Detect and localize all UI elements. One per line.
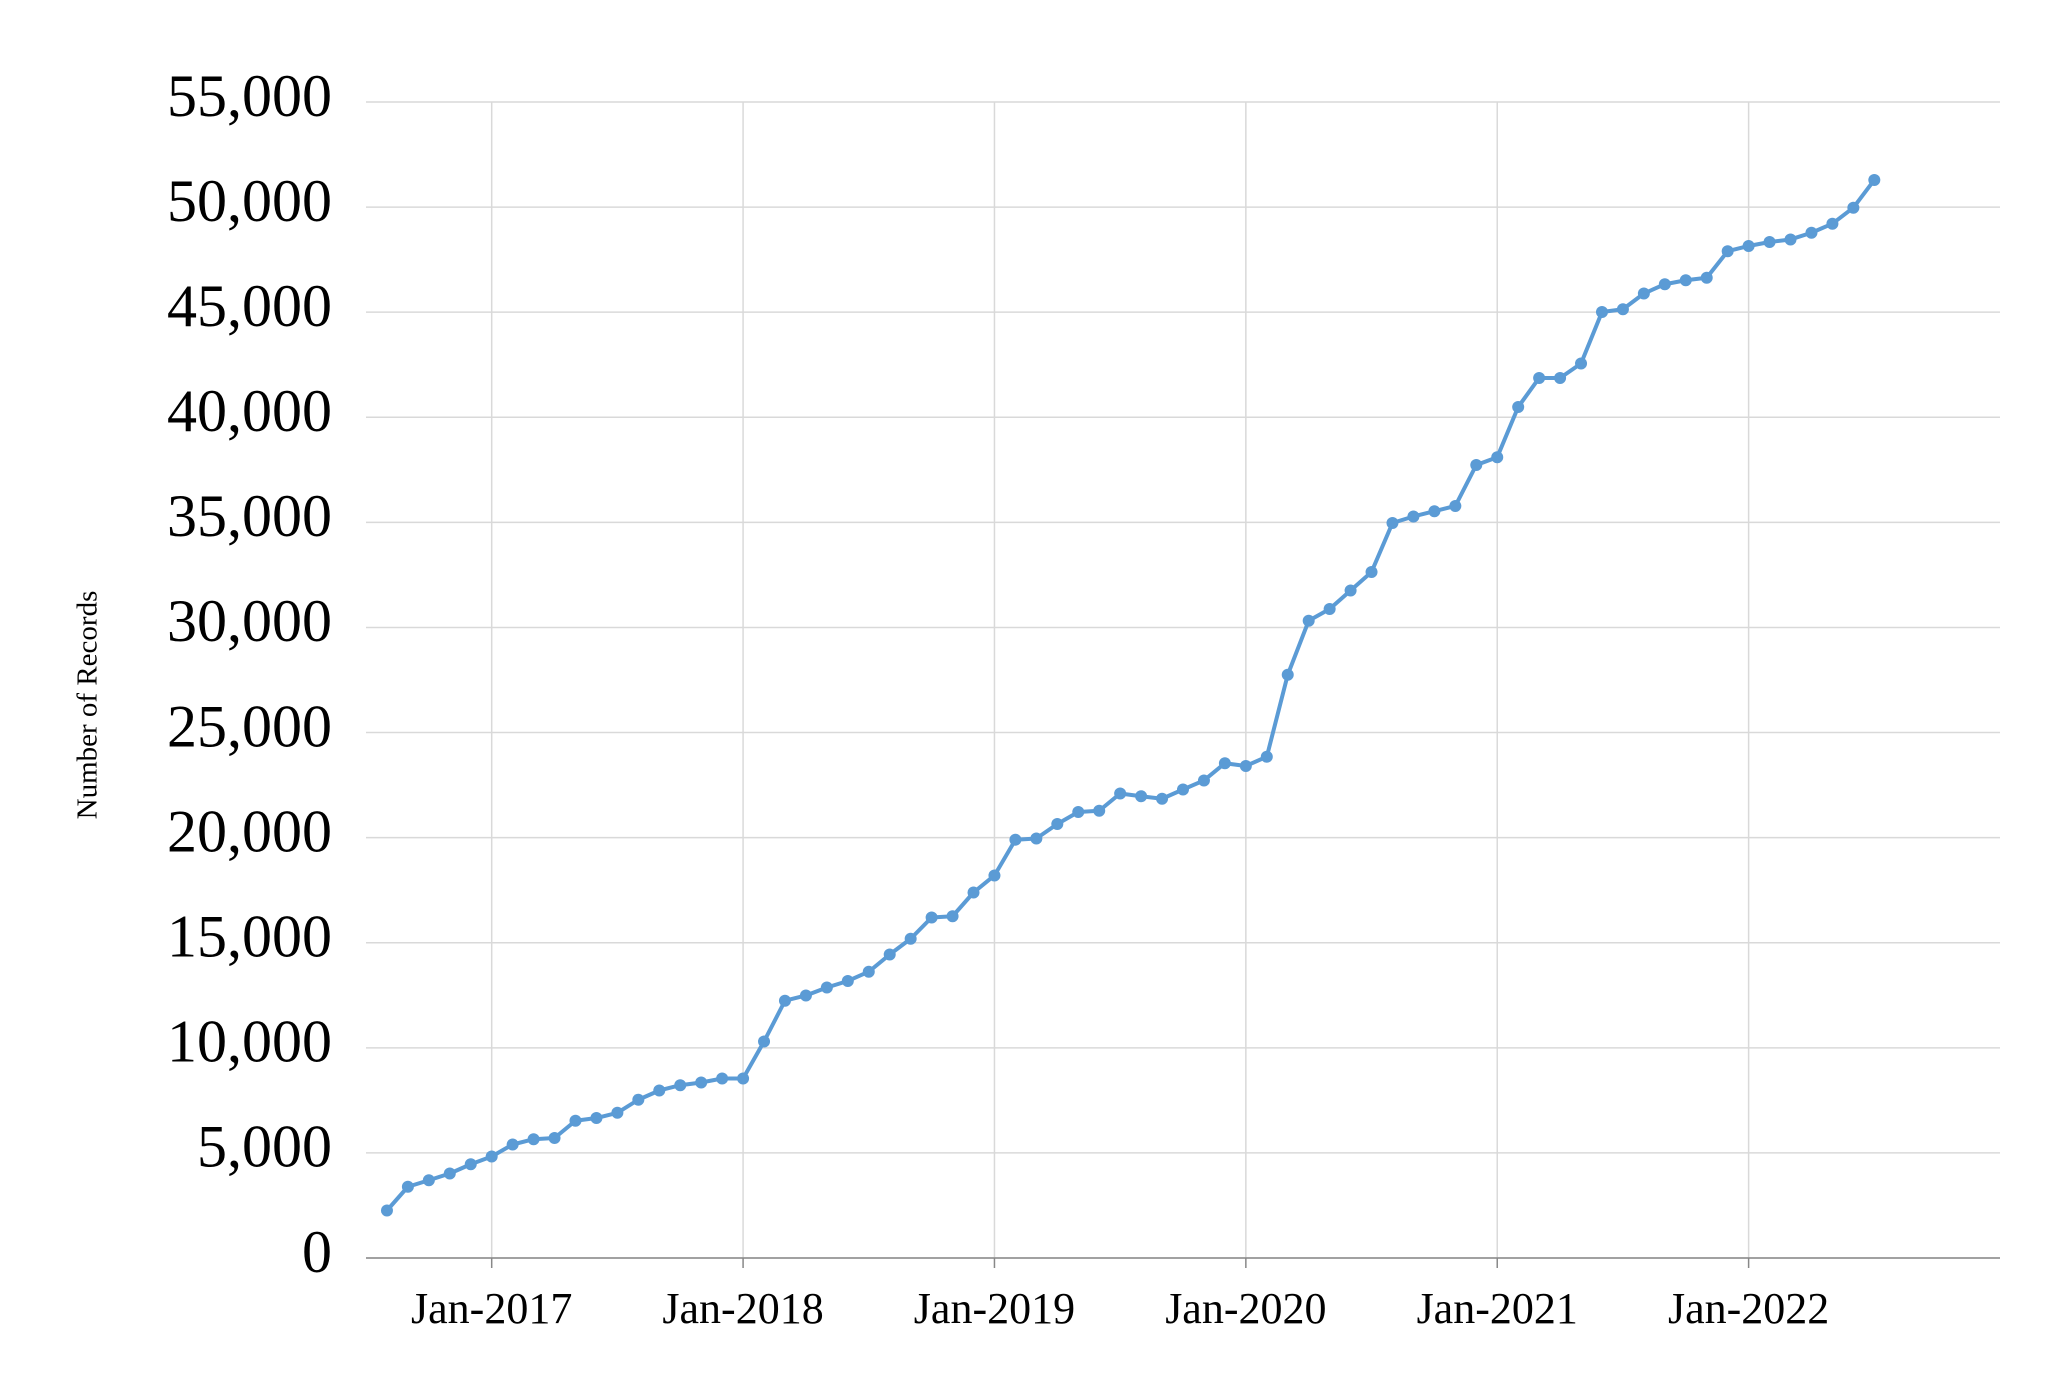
data-point [401,1180,414,1193]
data-point [632,1093,645,1106]
data-point [527,1133,540,1146]
data-point [590,1112,603,1125]
data-point [988,869,1001,882]
data-point [1218,757,1231,770]
data-point [904,932,917,945]
x-tick-label: Jan-2020 [1165,1284,1326,1333]
y-tick-label: 35,000 [167,483,332,549]
data-point [1533,371,1546,384]
y-tick-label: 25,000 [167,693,332,759]
data-point [485,1150,498,1163]
x-tick-label: Jan-2017 [411,1284,572,1333]
data-point [653,1084,666,1097]
data-point [1260,750,1273,763]
y-axis-label: Number of Records [72,591,104,820]
data-point [569,1114,582,1127]
data-point [1575,357,1588,370]
data-point [778,994,791,1007]
y-tick-label: 50,000 [167,168,332,234]
y-tick-label: 30,000 [167,588,332,654]
data-point [443,1167,456,1180]
data-point [1826,217,1839,230]
data-point [967,886,980,899]
data-point [1449,499,1462,512]
data-point [946,910,959,923]
data-point [1595,305,1608,318]
data-point [1491,451,1504,464]
y-tick-label: 15,000 [167,903,332,969]
data-point [1847,201,1860,214]
data-point [1700,271,1713,284]
data-point [1156,792,1169,805]
data-point [862,965,875,978]
data-point [1239,759,1252,772]
data-point [820,981,833,994]
y-tick-label: 10,000 [167,1009,332,1075]
data-point [799,989,812,1002]
data-point [1407,510,1420,523]
data-point [548,1131,561,1144]
data-point [1197,774,1210,787]
data-point [841,974,854,987]
data-point [1323,602,1336,615]
data-point [1344,584,1357,597]
data-point [1637,287,1650,300]
data-point [464,1158,477,1171]
y-tick-label: 0 [302,1219,332,1285]
data-point [422,1174,435,1187]
y-tick-label: 20,000 [167,798,332,864]
data-point [695,1076,708,1089]
data-point [1051,817,1064,830]
x-tick-label: Jan-2018 [662,1284,823,1333]
data-point [506,1138,519,1151]
data-point [883,948,896,961]
data-point [1470,458,1483,471]
data-point [1512,400,1525,413]
data-point [1114,787,1127,800]
data-point [1428,505,1441,518]
data-point [1365,565,1378,578]
data-point [1742,239,1755,252]
data-point [1072,805,1085,818]
data-point [1616,303,1629,316]
data-point [1763,235,1776,248]
data-point [380,1204,393,1217]
data-point [1658,278,1671,291]
data-point [1177,783,1189,796]
data-point [1868,173,1881,186]
data-point [1805,226,1818,239]
data-point [737,1072,750,1085]
data-line [385,178,1876,1212]
x-tick-label: Jan-2021 [1417,1284,1578,1333]
data-point [1093,804,1106,817]
data-point [1281,668,1294,681]
data-point [1721,245,1734,258]
y-tick-label: 55,000 [167,63,332,129]
y-tick-label: 5,000 [197,1114,332,1180]
y-tick-label: 40,000 [167,378,332,444]
data-point [1784,233,1797,246]
data-point [1386,516,1399,529]
data-point [674,1079,687,1092]
data-point [1135,790,1148,803]
data-point [1679,274,1692,287]
y-tick-label: 45,000 [167,273,332,339]
data-point [925,911,938,924]
data-point [1030,832,1043,845]
x-tick-label: Jan-2019 [914,1284,1075,1333]
data-point [611,1106,624,1119]
x-tick-label: Jan-2022 [1668,1284,1829,1333]
data-point [716,1072,729,1085]
data-point [1302,614,1315,627]
data-point [758,1035,771,1048]
data-point [1009,833,1022,846]
data-point [1554,371,1567,384]
